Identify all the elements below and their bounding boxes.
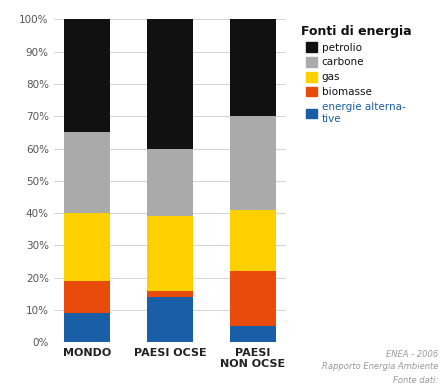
Legend: petrolio, carbone, gas, biomasse, energie alterna-
tive: petrolio, carbone, gas, biomasse, energi… — [300, 25, 411, 124]
Bar — [230, 210, 275, 271]
Bar — [230, 116, 275, 210]
Bar — [147, 216, 193, 291]
Bar — [147, 149, 193, 216]
Bar — [230, 326, 275, 342]
Bar — [147, 297, 193, 342]
Bar — [147, 291, 193, 297]
Bar — [147, 19, 193, 149]
Bar — [230, 19, 275, 116]
Bar — [64, 133, 110, 213]
Bar — [64, 213, 110, 281]
Bar — [64, 313, 110, 342]
Text: Rapporto Energia Ambiente: Rapporto Energia Ambiente — [322, 363, 438, 371]
Bar — [64, 19, 110, 133]
Bar — [64, 281, 110, 313]
Text: Fonte dati:: Fonte dati: — [393, 376, 438, 385]
Text: ENEA - 2006: ENEA - 2006 — [386, 350, 438, 359]
Bar — [230, 271, 275, 326]
